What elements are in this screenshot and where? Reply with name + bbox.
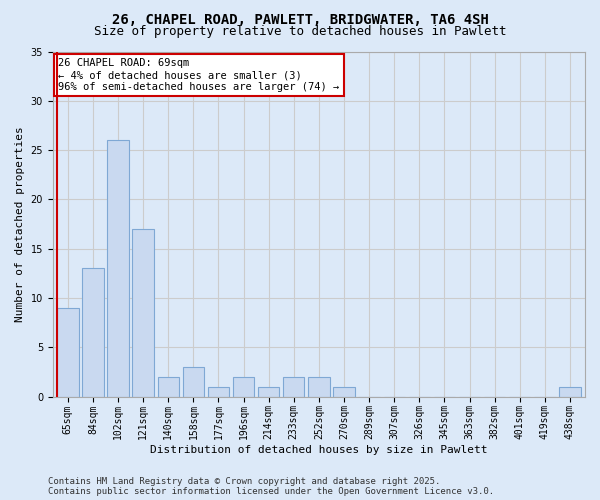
Bar	[182, 367, 204, 396]
Text: 26 CHAPEL ROAD: 69sqm
← 4% of detached houses are smaller (3)
96% of semi-detach: 26 CHAPEL ROAD: 69sqm ← 4% of detached h…	[58, 58, 340, 92]
Text: Size of property relative to detached houses in Pawlett: Size of property relative to detached ho…	[94, 25, 506, 38]
Bar	[82, 268, 104, 396]
Bar	[133, 229, 154, 396]
Text: 26, CHAPEL ROAD, PAWLETT, BRIDGWATER, TA6 4SH: 26, CHAPEL ROAD, PAWLETT, BRIDGWATER, TA…	[112, 12, 488, 26]
Bar	[233, 377, 254, 396]
Bar	[283, 377, 304, 396]
Bar	[208, 386, 229, 396]
Bar	[107, 140, 129, 396]
Bar	[158, 377, 179, 396]
X-axis label: Distribution of detached houses by size in Pawlett: Distribution of detached houses by size …	[150, 445, 488, 455]
Text: Contains HM Land Registry data © Crown copyright and database right 2025.
Contai: Contains HM Land Registry data © Crown c…	[48, 476, 494, 496]
Bar	[308, 377, 329, 396]
Y-axis label: Number of detached properties: Number of detached properties	[15, 126, 25, 322]
Bar	[57, 308, 79, 396]
Bar	[559, 386, 581, 396]
Bar	[334, 386, 355, 396]
Bar	[258, 386, 280, 396]
